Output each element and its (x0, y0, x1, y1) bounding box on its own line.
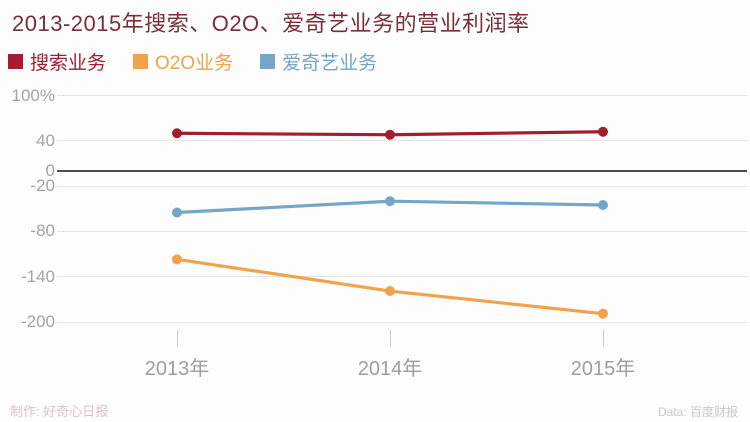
y-axis-label: 40 (36, 130, 55, 150)
gridline (57, 321, 747, 323)
gridline (57, 185, 747, 187)
legend-label-search: 搜索业务 (30, 53, 107, 74)
x-axis-label: 2013年 (144, 358, 210, 380)
x-axis-label: 2015年 (570, 358, 636, 380)
data-source-text: Data: 百度财报 (657, 405, 738, 419)
legend-item-iqiyi: 爱奇艺业务 (260, 48, 377, 75)
zero-line (57, 170, 747, 172)
legend-swatch-iqiyi-icon (260, 54, 276, 69)
y-axis-label: -20 (30, 176, 55, 196)
x-axis-tick (603, 330, 604, 346)
y-axis-label: -80 (30, 221, 55, 241)
legend-label-iqiyi: 爱奇艺业务 (282, 53, 378, 74)
x-axis-tick (177, 330, 178, 346)
x-axis-label: 2014年 (357, 358, 423, 380)
credit-text: 制作: 好奇心日报 (10, 404, 109, 419)
chart-title: 2013-2015年搜索、O2O、爱奇艺业务的营业利润率 (12, 11, 530, 36)
gridline (57, 140, 747, 142)
legend-label-o2o: O2O业务 (155, 53, 234, 74)
y-axis-label: -140 (20, 266, 55, 286)
gridline (57, 95, 747, 96)
y-axis-label: 0 (45, 161, 55, 180)
gridline (57, 230, 747, 232)
x-axis-tick (390, 330, 391, 346)
legend-item-search: 搜索业务 (8, 48, 106, 75)
legend-swatch-o2o-icon (133, 54, 149, 69)
legend-item-o2o: O2O业务 (133, 48, 233, 75)
legend-swatch-search-icon (8, 54, 23, 69)
y-axis-label: 100% (11, 85, 55, 105)
legend: 搜索业务 O2O业务 爱奇艺业务 (8, 48, 377, 75)
gridline (57, 276, 747, 278)
y-axis-label: -200 (20, 312, 55, 331)
